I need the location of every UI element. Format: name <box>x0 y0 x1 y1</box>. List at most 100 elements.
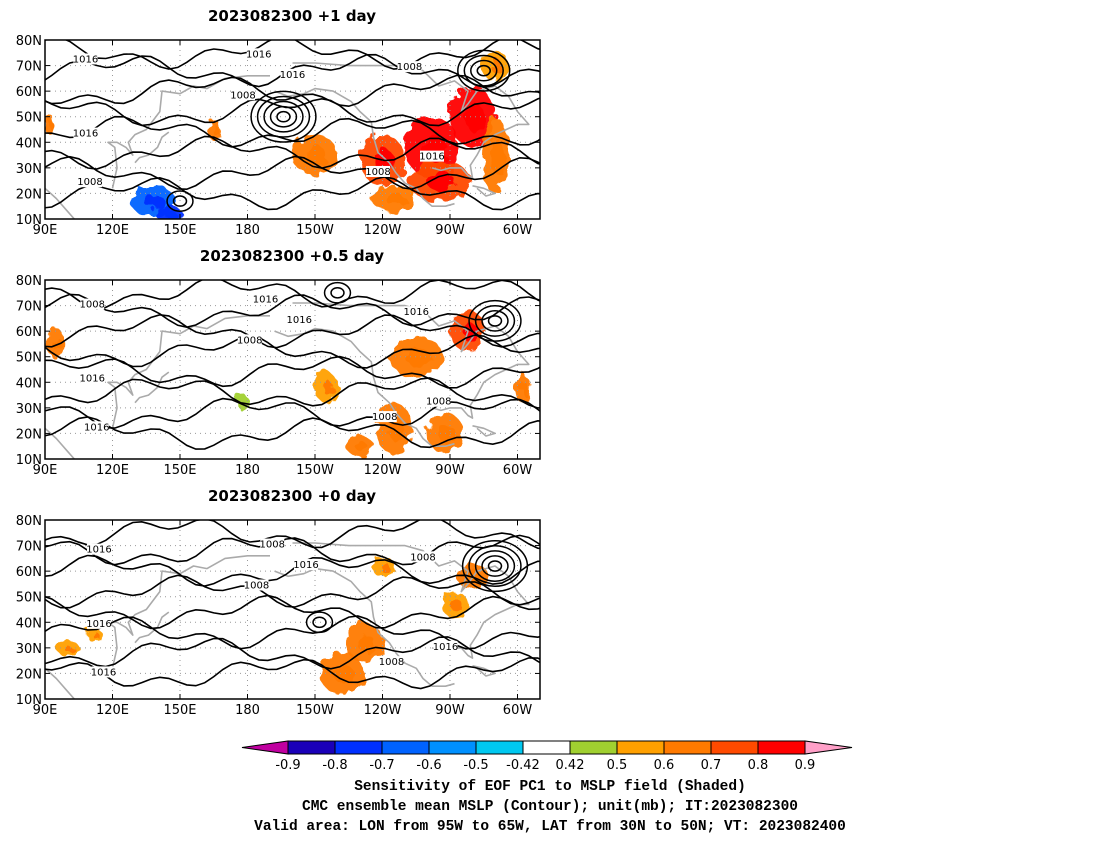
shaded-blob-core <box>64 645 75 653</box>
lon-tick-label: 150E <box>163 463 196 478</box>
panel-title: 2023082300 +0 day <box>208 487 376 505</box>
contour-label: 1016 <box>253 294 278 305</box>
lon-tick-label: 120E <box>96 463 129 478</box>
map-panel-plus-0.5-day: 2023082300 +0.5 day 1008 1016 1016 1008 1016… <box>16 247 541 478</box>
colorbar: -0.9 -0.8 -0.7 -0.6 -0.5 -0.42 0.42 0.5 0.6 0.7 0.… <box>241 740 853 773</box>
lon-tick-label: 90E <box>33 223 58 238</box>
lon-tick-label: 120E <box>96 703 129 718</box>
contour-labels: 1008 1016 1016 1008 1016 1016 1008 1016 1008 <box>80 293 451 433</box>
lat-tick-label: 60N <box>16 325 42 340</box>
lat-tick-label: 30N <box>16 642 42 657</box>
map-panel-plus-1-day: 2023082300 +1 day 1016 101610161008101610… <box>16 7 541 238</box>
caption-line-3: Valid area: LON from 95W to 65W, LAT fro… <box>254 819 846 835</box>
lat-tick-label: 80N <box>16 274 42 289</box>
lon-tick-label: 60W <box>503 223 533 238</box>
shaded-blob-core <box>49 120 54 130</box>
lon-tick-label: 180 <box>235 223 260 238</box>
shaded-blob-core <box>387 417 404 441</box>
map-frame <box>44 279 541 460</box>
contour-label: 1008 <box>365 167 390 178</box>
shaded-blob-core <box>333 665 355 684</box>
colorbar-tick-label: -0.8 <box>322 758 347 773</box>
lat-tick-label: 60N <box>16 565 42 580</box>
lon-tick-label: 90W <box>435 463 465 478</box>
panel-title: 2023082300 +0.5 day <box>200 247 384 265</box>
lat-tick-label: 10N <box>16 213 42 228</box>
lat-tick-label: 70N <box>16 540 42 555</box>
colorbar-segment <box>522 740 571 755</box>
lat-tick-label: 30N <box>16 162 42 177</box>
contour-label: 1016 <box>293 560 318 571</box>
contour-label: 1016 <box>419 152 444 163</box>
lat-tick-label: 80N <box>16 34 42 49</box>
shaded-blob-core <box>406 348 431 367</box>
lon-tick-label: 120W <box>364 223 402 238</box>
contour-label: 1008 <box>410 552 435 563</box>
mslp-contours <box>45 40 540 212</box>
lat-tick-label: 80N <box>16 514 42 529</box>
contour-label: 1016 <box>73 54 98 65</box>
lon-tick-label: 150E <box>163 223 196 238</box>
colorbar-segment <box>757 740 806 755</box>
lat-tick-label: 40N <box>16 616 42 631</box>
colorbar-tick-label: 0.6 <box>654 758 675 773</box>
lon-tick-label: 90E <box>33 703 58 718</box>
colorbar-tick-label: -0.6 <box>416 758 441 773</box>
contour-label: 1008 <box>397 62 422 73</box>
panel-title: 2023082300 +1 day <box>208 7 376 25</box>
contour-label: 1008 <box>230 90 255 101</box>
lat-tick-label: 20N <box>16 187 42 202</box>
contour-label: 1016 <box>433 642 458 653</box>
colorbar-tick-label: 0.8 <box>748 758 769 773</box>
shaded-blob-core <box>426 172 455 191</box>
contour-label: 1008 <box>372 412 397 423</box>
map-panel-plus-0-day: 2023082300 +0 day 1016 1008 1016 1008 1016 10… <box>16 487 541 718</box>
colorbar-segment <box>569 740 618 755</box>
caption: Sensitivity of EOF PC1 to MSLP field (Sh… <box>254 779 846 835</box>
lon-tick-label: 180 <box>235 703 260 718</box>
lat-tick-label: 50N <box>16 111 42 126</box>
lon-tick-label: 120W <box>364 463 402 478</box>
lat-tick-label: 10N <box>16 693 42 708</box>
lat-tick-label: 70N <box>16 300 42 315</box>
contour-label: 1016 <box>86 619 111 630</box>
lat-tick-label: 50N <box>16 591 42 606</box>
contour-label: 1008 <box>80 300 105 311</box>
shaded-blob-core <box>93 632 100 640</box>
mslp-contours <box>45 280 540 450</box>
lon-tick-label: 120W <box>364 703 402 718</box>
lon-tick-label: 90W <box>435 703 465 718</box>
colorbar-segment <box>616 740 665 755</box>
contour-label: 1016 <box>280 70 305 81</box>
contour-label: 1008 <box>244 580 269 591</box>
contour-label: 1008 <box>260 540 285 551</box>
shaded-blob-core <box>520 381 528 396</box>
colorbar-tick-label: -0.5 <box>463 758 488 773</box>
lon-tick-label: 150W <box>296 703 334 718</box>
colorbar-tick-label: 0.5 <box>607 758 628 773</box>
shaded-blob-core <box>464 103 485 132</box>
contour-label: 1008 <box>77 177 102 188</box>
contour-label: 1016 <box>80 374 105 385</box>
shaded-blob-core <box>450 599 463 612</box>
colorbar-high-arrow <box>804 740 853 755</box>
lon-tick-label: 90E <box>33 463 58 478</box>
lat-tick-label: 60N <box>16 85 42 100</box>
colorbar-segment <box>334 740 383 755</box>
lon-tick-label: 150E <box>163 703 196 718</box>
colorbar-tick-label: -0.7 <box>369 758 394 773</box>
shaded-blob-core <box>323 381 334 396</box>
contour-label: 1008 <box>237 335 262 346</box>
colorbar-segment <box>663 740 712 755</box>
colorbar-tick-label: -0.9 <box>275 758 300 773</box>
colorbar-segment <box>287 740 336 755</box>
colorbar-tick-label: 0.9 <box>795 758 816 773</box>
contour-label: 1008 <box>426 397 451 408</box>
lon-tick-label: 90W <box>435 223 465 238</box>
lon-tick-label: 60W <box>503 463 533 478</box>
lon-tick-label: 120E <box>96 223 129 238</box>
lat-tick-label: 20N <box>16 427 42 442</box>
mslp-contours <box>45 520 540 690</box>
caption-line-2: CMC ensemble mean MSLP (Contour); unit(m… <box>302 799 798 815</box>
contour-label: 1016 <box>86 545 111 556</box>
